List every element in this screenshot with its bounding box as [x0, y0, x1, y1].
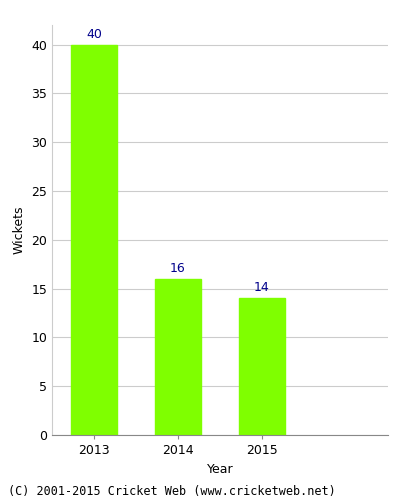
Text: (C) 2001-2015 Cricket Web (www.cricketweb.net): (C) 2001-2015 Cricket Web (www.cricketwe…: [8, 484, 336, 498]
Text: 16: 16: [170, 262, 186, 275]
Y-axis label: Wickets: Wickets: [13, 206, 26, 254]
Text: 14: 14: [254, 282, 270, 294]
Bar: [239, 298, 285, 435]
Bar: [71, 44, 117, 435]
Bar: [155, 279, 201, 435]
X-axis label: Year: Year: [207, 462, 233, 475]
Text: 40: 40: [86, 28, 102, 40]
